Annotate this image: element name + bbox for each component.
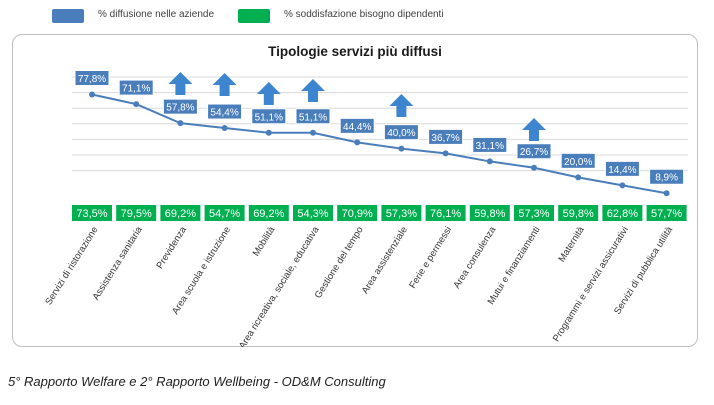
satisfaction-box: [116, 205, 157, 221]
highlight-arrows: [168, 72, 546, 141]
data-point: [133, 101, 140, 108]
satisfaction-label: 69,2%: [165, 208, 196, 220]
series-points-diffusione: 77,8% 71,1% 57,8% 54,4% 51,1% 51,1% 44,4% 40,0%…: [74, 69, 685, 197]
satisfaction-box: [72, 205, 112, 221]
satisfaction-box: [469, 205, 510, 221]
satisfaction-box: [558, 205, 599, 221]
data-label-box: [251, 108, 287, 125]
satisfaction-box: [337, 205, 378, 221]
data-label-box: [339, 117, 375, 134]
data-label-box: [74, 69, 110, 86]
data-label: 44,4%: [343, 122, 371, 133]
satisfaction-box: [602, 205, 643, 221]
satisfaction-label: 57,7%: [651, 208, 682, 220]
satisfaction-label: 69,2%: [253, 208, 284, 220]
data-point: [619, 182, 626, 189]
data-label-box: [428, 128, 464, 145]
data-point: [442, 150, 449, 157]
series-boxes-soddisfazione: 73,5% 79,5% 69,2% 54,7% 69,2% 54,3% 70,9% 57,3%…: [72, 205, 687, 221]
legend-swatch-diffusione: [52, 9, 84, 23]
data-label-box: [516, 143, 552, 160]
satisfaction-label: 79,5%: [121, 208, 152, 220]
data-label: 54,4%: [210, 108, 238, 119]
data-label-box: [604, 160, 640, 177]
data-label: 36,7%: [431, 133, 459, 144]
category-label: Maternità: [556, 224, 587, 264]
category-label: Ferie e permessi: [407, 225, 454, 291]
data-label: 14,4%: [608, 165, 636, 176]
data-point: [663, 190, 670, 197]
data-label: 77,8%: [78, 74, 106, 85]
data-label-box: [295, 108, 331, 125]
data-label: 31,1%: [476, 141, 504, 152]
data-label: 8,9%: [655, 173, 678, 184]
data-point: [177, 120, 184, 127]
satisfaction-label: 54,7%: [209, 208, 240, 220]
data-point: [486, 158, 493, 165]
data-label-box: [649, 168, 685, 185]
data-label: 57,8%: [166, 103, 194, 114]
data-point: [265, 129, 272, 136]
satisfaction-box: [514, 205, 554, 221]
series-line-diffusione: [91, 93, 667, 195]
data-point: [89, 91, 95, 98]
category-label: Mobilità: [251, 224, 278, 258]
satisfaction-label: 57,3%: [518, 208, 549, 220]
up-arrow-icon: [301, 79, 325, 102]
data-label: 51,1%: [299, 112, 327, 123]
satisfaction-label: 70,9%: [342, 208, 373, 220]
category-label: Area ricreativa, sociale, educativa: [237, 224, 322, 347]
data-label-box: [383, 124, 419, 141]
category-label: Area assistenziale: [360, 225, 410, 296]
up-arrow-icon: [168, 72, 193, 95]
data-label-box: [118, 79, 154, 96]
data-point: [354, 139, 361, 146]
data-point: [221, 125, 228, 132]
chart: Tipologie servizi più diffusi 77,8% 71,1% 5…: [43, 44, 688, 347]
data-label-box: [560, 152, 596, 169]
satisfaction-label: 73,5%: [76, 208, 107, 220]
data-point: [531, 164, 537, 171]
data-label-box: [472, 136, 508, 153]
up-arrow-icon: [212, 73, 237, 96]
satisfaction-box: [248, 205, 289, 221]
data-label: 26,7%: [520, 147, 548, 158]
satisfaction-box: [160, 205, 201, 221]
up-arrow-icon: [389, 94, 414, 117]
source-caption: 5° Rapporto Welfare e 2° Rapporto Wellbe…: [8, 374, 386, 389]
data-point: [310, 129, 316, 136]
satisfaction-box: [646, 205, 687, 221]
legend-swatch-soddisfazione: [238, 9, 270, 23]
satisfaction-box: [381, 205, 422, 221]
category-label: Previdenza: [154, 224, 189, 271]
satisfaction-label: 59,8%: [563, 208, 594, 220]
satisfaction-label: 76,1%: [430, 208, 461, 220]
satisfaction-label: 54,3%: [297, 208, 328, 220]
satisfaction-box: [204, 205, 245, 221]
gridlines: [72, 76, 688, 172]
category-label: Area consulenza: [452, 224, 499, 290]
data-point: [575, 174, 582, 181]
data-label: 20,0%: [564, 157, 592, 168]
satisfaction-box: [293, 205, 333, 221]
data-label: 51,1%: [255, 112, 283, 123]
legend-label-soddisfazione: % soddisfazione bisogno dipendenti: [284, 9, 444, 20]
data-label-box: [207, 103, 243, 120]
category-label: Gestione del tempo: [313, 225, 366, 301]
data-label: 71,1%: [122, 84, 150, 95]
satisfaction-box: [425, 205, 466, 221]
satisfaction-label: 62,8%: [607, 208, 638, 220]
data-label: 40,0%: [387, 128, 415, 139]
category-label: Programmi e servizi assicurativi: [551, 225, 631, 344]
data-label-box: [162, 98, 198, 115]
legend-label-diffusione: % diffusione nelle aziende: [98, 9, 215, 20]
satisfaction-label: 59,8%: [474, 208, 505, 220]
chart-title: Tipologie servizi più diffusi: [268, 44, 442, 59]
data-point: [398, 145, 405, 152]
satisfaction-label: 57,3%: [386, 208, 417, 220]
up-arrow-icon: [522, 118, 546, 141]
category-label: Assistenza sanitaria: [91, 224, 145, 302]
up-arrow-icon: [256, 82, 281, 105]
